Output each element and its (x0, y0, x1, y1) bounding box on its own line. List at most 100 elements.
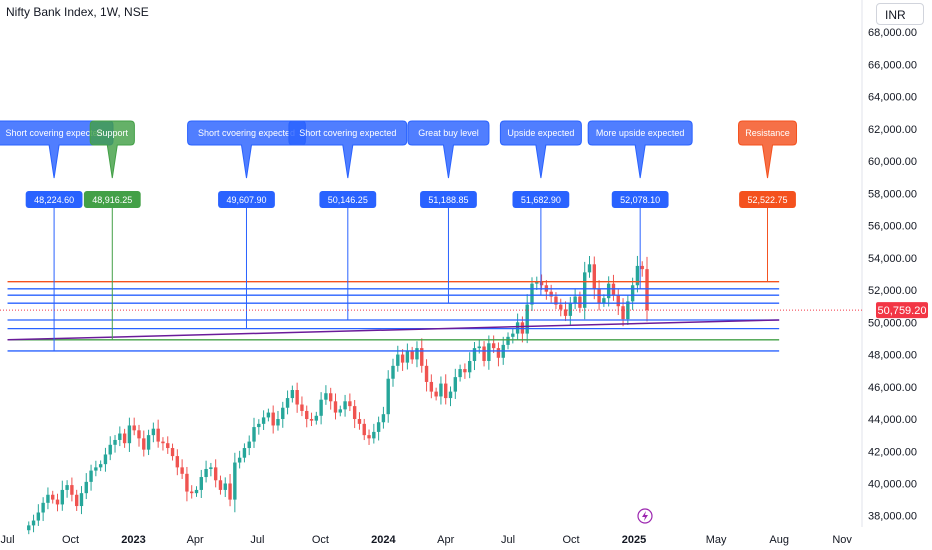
callout-label: Upside expected (507, 128, 574, 138)
candle-body (103, 454, 108, 465)
candle-body (506, 336, 510, 345)
last-price-tag (876, 302, 928, 319)
price-tick-label: 52,000.00 (868, 285, 917, 297)
candle-body (640, 265, 644, 270)
candle-body (328, 393, 333, 402)
candle-body (314, 415, 319, 421)
candle-body (487, 343, 491, 362)
callout-value-label: 52,078.10 (620, 195, 660, 205)
candle-body (635, 265, 640, 286)
callout-label: Short cvoering expected (198, 128, 295, 138)
candle-body (602, 298, 606, 303)
candle-body (338, 409, 342, 413)
candle-body (60, 489, 65, 505)
callout-label: Short covering expected (6, 128, 103, 138)
candle-body (424, 365, 429, 382)
candle-body (606, 283, 611, 299)
candle-body (319, 399, 323, 416)
time-tick-label: Nov (832, 534, 852, 546)
callout-annotations: Short covering expected 48,224.60 Support 4… (0, 120, 798, 351)
symbol-title: Nifty Bank Index, 1W, NSE (6, 5, 149, 19)
lightning-bolt-icon (642, 511, 648, 521)
callout[interactable]: Great buy level 51,188.85 (407, 120, 490, 304)
candle-body (453, 377, 458, 392)
candle-body (247, 441, 251, 449)
candle-body (190, 491, 194, 494)
candle-body (233, 462, 237, 500)
price-tick-label: 42,000.00 (868, 446, 917, 458)
horizontal-levels (7, 281, 780, 352)
candle-body (448, 391, 453, 399)
candle-body (55, 499, 60, 505)
candle-body (257, 423, 261, 428)
callout-value-label: 51,682.90 (521, 195, 561, 205)
candle-body (415, 348, 419, 360)
time-tick-label: 2025 (622, 534, 646, 546)
candle-body (84, 481, 88, 494)
callout-value-tag (83, 191, 141, 208)
candle-body (204, 468, 208, 478)
candle-body (74, 494, 79, 507)
candle-body (161, 441, 165, 444)
candle-body (242, 448, 247, 458)
candle-body (630, 285, 635, 302)
candle-body (31, 520, 36, 526)
candle-body (472, 348, 477, 362)
candle-body (405, 351, 410, 363)
candle-body (343, 401, 347, 410)
callout-value-label: 48,916.25 (92, 195, 132, 205)
callout[interactable]: More upside expected 52,078.10 (587, 120, 693, 289)
time-tick-label: 2024 (371, 534, 396, 546)
time-tick-label: Jul (501, 534, 515, 546)
candle-body (554, 296, 558, 305)
callout[interactable]: Support 48,916.25 (83, 120, 141, 340)
candle-body (539, 282, 544, 286)
candle-body (305, 410, 309, 420)
price-tick-label: 48,000.00 (868, 350, 917, 362)
candle-body (391, 365, 395, 379)
candle-body (194, 489, 199, 494)
callout-value-label: 48,224.60 (34, 195, 74, 205)
time-axis: Jul Oct 2023 Apr Jul Oct 2024 Apr Jul Oct 2025 May A… (1, 534, 853, 546)
candle-body (285, 398, 290, 408)
callout-value-label: 51,188.85 (428, 195, 468, 205)
candle-body (290, 390, 295, 399)
candle-body (583, 272, 587, 308)
trendline[interactable] (7, 319, 780, 341)
price-tick-label: 66,000.00 (868, 59, 917, 71)
candle-body (199, 477, 203, 490)
currency-selector[interactable]: INR (876, 3, 924, 25)
time-tick-label: Apr (437, 534, 454, 546)
callout-bubble (587, 120, 693, 179)
callout-value-tag (420, 191, 477, 208)
candle-body (477, 346, 481, 349)
candle-body (185, 473, 189, 492)
callout[interactable]: Short cvoering expected 49,607.90 (187, 120, 306, 329)
candle-body (420, 348, 424, 366)
candle-body (118, 433, 122, 440)
candle-body (467, 361, 472, 373)
price-tick-label: 56,000.00 (868, 221, 917, 233)
callout[interactable]: Resistance 52,522.75 (738, 120, 798, 282)
callout-value-tag (611, 191, 669, 208)
candle-body (309, 419, 314, 421)
candle-body (209, 467, 213, 469)
price-tick-label: 44,000.00 (868, 414, 917, 426)
callout-label: Great buy level (418, 128, 479, 138)
candle-body (525, 304, 529, 334)
callout[interactable]: Upside expected 51,682.90 (499, 120, 582, 296)
candle-body (170, 448, 175, 457)
callout-value-label: 50,146.25 (328, 195, 368, 205)
callout-value-tag (512, 191, 570, 208)
candle-body (127, 425, 132, 444)
candle-body (151, 428, 156, 436)
callout[interactable]: Short covering expected 50,146.25 (288, 120, 408, 320)
candle-body (108, 444, 112, 455)
candle-body (587, 264, 592, 273)
callout[interactable]: Short covering expected 48,224.60 (0, 120, 114, 351)
candle-body (51, 494, 55, 500)
candlestick-series (27, 255, 649, 535)
candle-body (175, 456, 180, 468)
candle-body (324, 393, 328, 400)
